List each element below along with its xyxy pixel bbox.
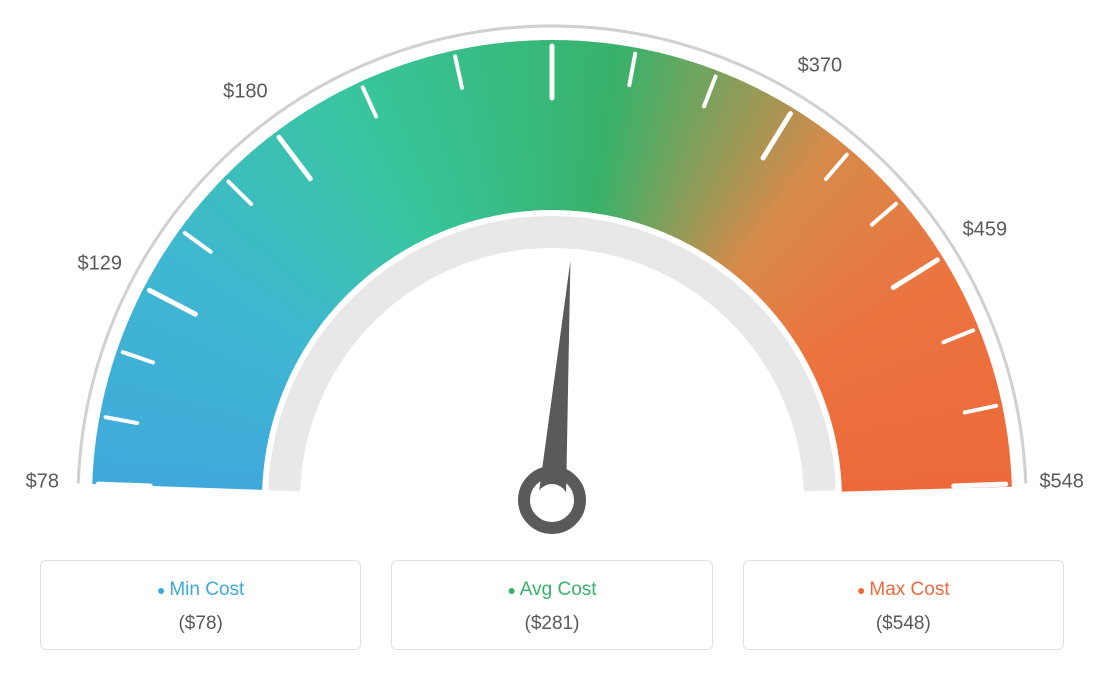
tick-label: $370 xyxy=(798,54,843,77)
tick-label: $459 xyxy=(963,219,1008,242)
legend-title-max: Max Cost xyxy=(754,579,1053,601)
legend-row: Min Cost ($78) Avg Cost ($281) Max Cost … xyxy=(0,540,1104,650)
gauge-svg xyxy=(0,0,1104,540)
legend-title-avg: Avg Cost xyxy=(402,579,701,601)
legend-card-max: Max Cost ($548) xyxy=(743,560,1064,650)
tick-label: $129 xyxy=(77,253,122,276)
tick-label: $180 xyxy=(223,81,268,104)
gauge-needle xyxy=(538,261,570,501)
legend-card-min: Min Cost ($78) xyxy=(40,560,361,650)
tick-label: $548 xyxy=(1039,471,1084,494)
legend-title-min: Min Cost xyxy=(51,579,350,601)
gauge-container: $78 $129 $180 $281 $370 $459 $548 xyxy=(0,0,1104,540)
legend-value-max: ($548) xyxy=(754,613,1053,635)
tick-label: $281 xyxy=(530,0,575,2)
legend-card-avg: Avg Cost ($281) xyxy=(391,560,712,650)
needle-hub-inner xyxy=(536,484,568,516)
tick-label: $78 xyxy=(26,471,59,494)
legend-value-min: ($78) xyxy=(51,613,350,635)
legend-value-avg: ($281) xyxy=(402,613,701,635)
